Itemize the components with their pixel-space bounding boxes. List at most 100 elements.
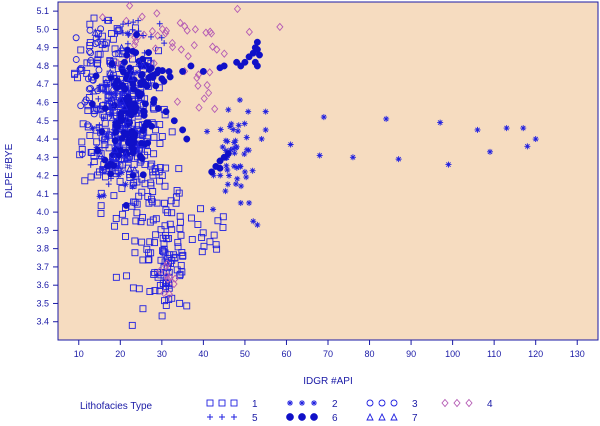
point-series-1 bbox=[97, 202, 105, 210]
point-series-2 bbox=[222, 188, 229, 195]
point-series-4 bbox=[131, 37, 140, 46]
point-series-1 bbox=[138, 238, 146, 246]
point-series-7 bbox=[108, 85, 117, 93]
point-series-4 bbox=[151, 44, 160, 53]
point-series-2 bbox=[227, 123, 234, 130]
point-series-2 bbox=[287, 141, 294, 148]
point-series-4 bbox=[233, 4, 242, 14]
point-series-1 bbox=[108, 30, 115, 38]
point-series-5 bbox=[161, 40, 168, 47]
point-series-4 bbox=[122, 16, 130, 26]
point-series-2 bbox=[232, 137, 239, 144]
point-series-1 bbox=[101, 136, 108, 144]
legend-marker-1 bbox=[206, 399, 214, 407]
point-series-3 bbox=[87, 49, 95, 57]
point-series-2 bbox=[234, 128, 241, 135]
point-series-2 bbox=[115, 163, 122, 170]
point-series-5 bbox=[158, 34, 165, 41]
point-series-6 bbox=[101, 156, 109, 164]
point-series-4 bbox=[160, 288, 168, 298]
point-series-4 bbox=[193, 73, 201, 83]
point-series-1 bbox=[90, 152, 98, 160]
point-series-1 bbox=[91, 107, 99, 115]
point-series-5 bbox=[101, 17, 108, 24]
marks-layer bbox=[71, 1, 539, 329]
legend-marker-6 bbox=[310, 413, 318, 421]
point-series-2 bbox=[241, 151, 248, 158]
legend-marker-5 bbox=[231, 414, 237, 420]
point-series-1 bbox=[132, 217, 140, 225]
point-series-1 bbox=[178, 268, 186, 276]
point-series-1 bbox=[71, 69, 79, 77]
point-series-1 bbox=[78, 138, 86, 146]
legend: Lithofacies Type 1 2 3 4 5 6 7 bbox=[80, 398, 493, 424]
point-series-1 bbox=[102, 39, 110, 47]
point-series-5 bbox=[107, 106, 114, 113]
legend-title: Lithofacies Type bbox=[80, 401, 153, 412]
point-series-1 bbox=[81, 177, 89, 185]
point-series-2 bbox=[108, 156, 115, 163]
point-series-2 bbox=[210, 172, 217, 179]
point-series-6 bbox=[130, 85, 138, 93]
y-tick-label: 3.9 bbox=[36, 225, 49, 235]
point-series-1 bbox=[177, 261, 185, 269]
point-series-1 bbox=[123, 272, 131, 280]
point-series-2 bbox=[210, 206, 217, 213]
x-tick-label: 70 bbox=[323, 349, 333, 359]
point-series-3 bbox=[77, 64, 85, 72]
point-series-1 bbox=[174, 243, 182, 251]
point-series-1 bbox=[176, 272, 184, 280]
point-series-2 bbox=[249, 167, 256, 174]
point-series-1 bbox=[98, 41, 106, 49]
point-series-1 bbox=[145, 199, 153, 207]
legend-label-3: 3 bbox=[412, 399, 418, 410]
point-series-7 bbox=[102, 78, 110, 86]
point-series-1 bbox=[99, 166, 107, 174]
legend-marker-4 bbox=[453, 398, 461, 408]
point-series-2 bbox=[232, 180, 239, 187]
point-series-6 bbox=[122, 131, 130, 139]
legend-marker-1 bbox=[218, 399, 226, 407]
legend-marker-7 bbox=[390, 412, 398, 421]
point-series-2 bbox=[250, 218, 257, 225]
point-series-1 bbox=[157, 226, 165, 234]
point-series-6 bbox=[216, 164, 224, 172]
point-series-2 bbox=[224, 166, 231, 173]
point-series-6 bbox=[145, 49, 153, 57]
point-series-7 bbox=[128, 67, 137, 76]
y-tick-label: 5.1 bbox=[36, 6, 49, 16]
legend-label-7: 7 bbox=[412, 413, 418, 424]
point-series-5 bbox=[100, 115, 107, 122]
point-series-4 bbox=[190, 41, 198, 50]
x-tick-label: 110 bbox=[487, 349, 501, 359]
point-series-7 bbox=[125, 165, 134, 173]
point-series-1 bbox=[94, 59, 101, 67]
point-series-7 bbox=[91, 28, 100, 36]
point-series-2 bbox=[133, 69, 140, 76]
point-series-4 bbox=[154, 31, 162, 40]
point-series-2 bbox=[532, 136, 539, 143]
point-series-1 bbox=[98, 32, 106, 40]
series-3 bbox=[72, 25, 119, 158]
point-series-3 bbox=[77, 102, 85, 110]
point-series-2 bbox=[445, 161, 452, 168]
point-series-2 bbox=[437, 119, 444, 126]
point-series-4 bbox=[173, 97, 182, 106]
point-series-6 bbox=[138, 70, 146, 78]
legend-marker-5 bbox=[219, 414, 225, 420]
point-series-5 bbox=[129, 26, 136, 33]
point-series-1 bbox=[135, 192, 143, 200]
point-series-1 bbox=[146, 238, 154, 246]
point-series-2 bbox=[222, 137, 229, 144]
point-series-5 bbox=[107, 17, 114, 24]
point-series-1 bbox=[175, 189, 183, 197]
point-series-2 bbox=[222, 147, 229, 154]
point-series-6 bbox=[117, 110, 125, 118]
point-series-2 bbox=[223, 162, 230, 169]
legend-label-1: 1 bbox=[252, 399, 258, 410]
point-series-1 bbox=[131, 237, 139, 245]
point-series-6 bbox=[88, 100, 96, 108]
point-series-5 bbox=[105, 90, 112, 97]
point-series-1 bbox=[219, 224, 227, 231]
point-series-3 bbox=[84, 75, 92, 83]
